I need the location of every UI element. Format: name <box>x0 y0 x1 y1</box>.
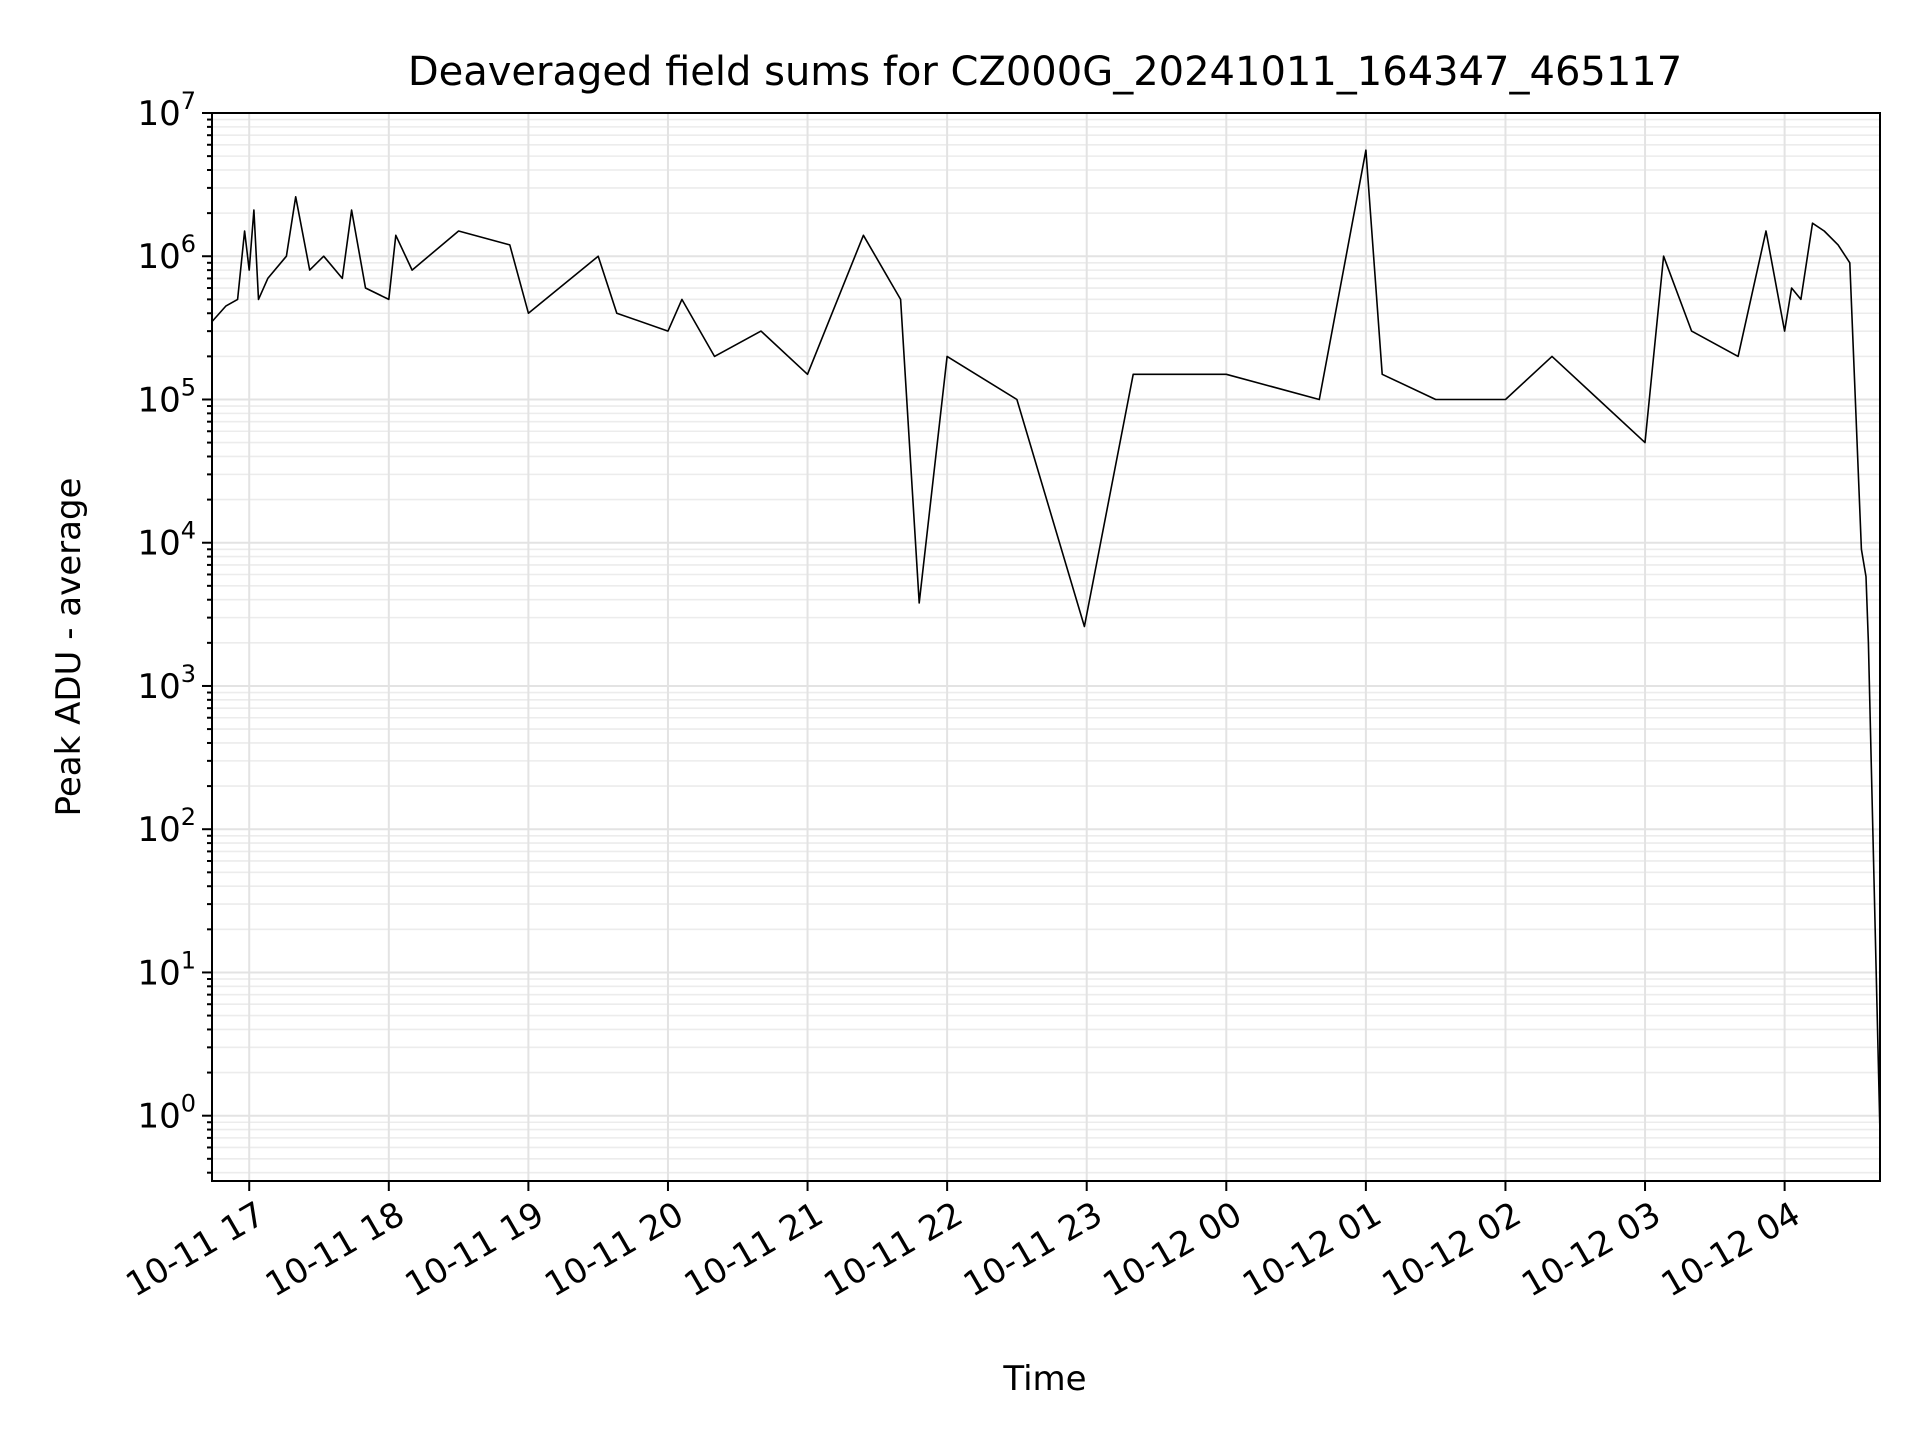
y-tick-label: 105 <box>137 373 196 420</box>
x-tick-label: 10-12 01 <box>1236 1194 1388 1305</box>
y-tick-label: 100 <box>137 1090 196 1137</box>
y-axis-label: Peak ADU - average <box>49 478 89 817</box>
x-tick-label: 10-11 21 <box>678 1194 830 1305</box>
chart-title: Deaveraged field sums for CZ000G_2024101… <box>408 49 1682 95</box>
x-tick-label: 10-11 19 <box>398 1194 550 1305</box>
y-tick-label: 101 <box>137 946 196 993</box>
x-tick-label: 10-11 23 <box>957 1194 1109 1305</box>
x-tick-label: 10-12 02 <box>1376 1194 1528 1305</box>
y-tick-labels: 100 101 102 103 104 105 106 107 <box>137 87 196 1137</box>
x-tick-label: 10-11 18 <box>259 1194 411 1305</box>
x-axis-label: Time <box>1002 1359 1086 1399</box>
x-tick-label: 10-12 03 <box>1515 1194 1667 1305</box>
major-gridlines <box>212 112 1880 1181</box>
x-tick-label: 10-11 22 <box>817 1194 969 1305</box>
y-tick-label: 106 <box>137 230 196 277</box>
y-tick-label: 104 <box>137 517 196 564</box>
series-line <box>211 149 1881 1134</box>
x-tick-label: 10-11 20 <box>538 1194 690 1305</box>
x-tick-label: 10-12 00 <box>1096 1194 1248 1305</box>
y-tick-label: 102 <box>137 803 196 850</box>
plot-frame <box>211 112 1881 1182</box>
minor-gridlines <box>212 118 1880 1174</box>
y-tick-label: 103 <box>137 660 196 707</box>
x-tick-label: 10-11 17 <box>119 1194 271 1305</box>
series-layer <box>211 149 1881 1134</box>
tick-marks <box>202 112 1786 1191</box>
x-tick-label: 10-12 04 <box>1655 1194 1807 1305</box>
y-tick-label: 107 <box>137 87 196 134</box>
